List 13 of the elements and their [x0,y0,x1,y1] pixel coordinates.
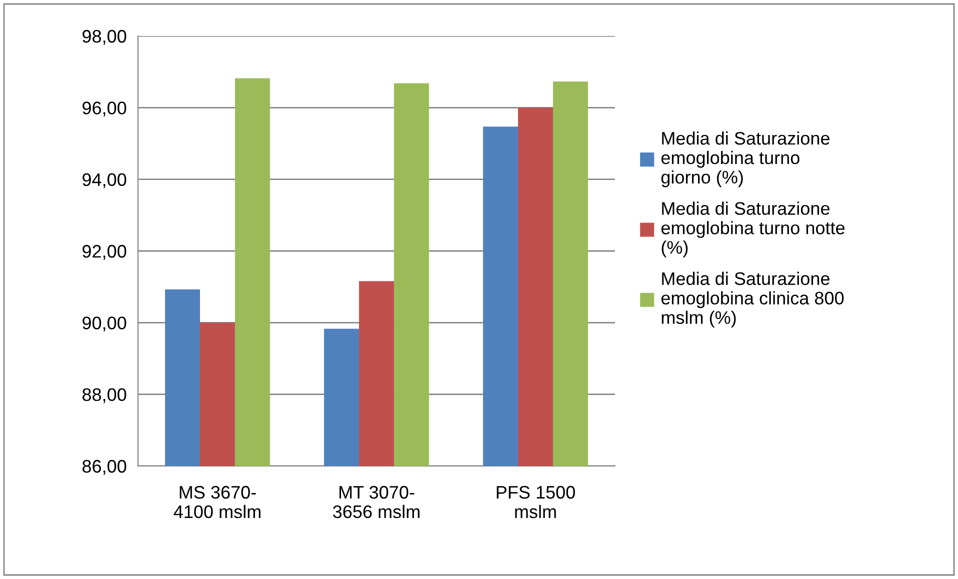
legend-label: Media di Saturazione emoglobina turno giorno (%) [661,131,830,188]
legend-label: Media di Saturazione emoglobina turno notte (%) [661,202,845,258]
y-tick-label: 92,00 [82,244,126,260]
y-tick-label: 90,00 [82,316,126,332]
x-tick-label: MT 3070- 3656 mslm [333,486,420,518]
y-tick-label: 88,00 [82,388,126,404]
legend-label: Media di Saturazione emoglobina clinica 800 mslm (%) [661,272,844,328]
x-tick-label: MS 3670- 4100 mslm [174,486,260,518]
y-tick-label: 86,00 [82,460,126,475]
y-tick-label: 94,00 [82,173,126,188]
x-tick-label: PFS 1500 mslm [496,486,575,518]
y-tick-label: 98,00 [82,30,126,45]
y-tick-label: 96,00 [82,102,126,117]
